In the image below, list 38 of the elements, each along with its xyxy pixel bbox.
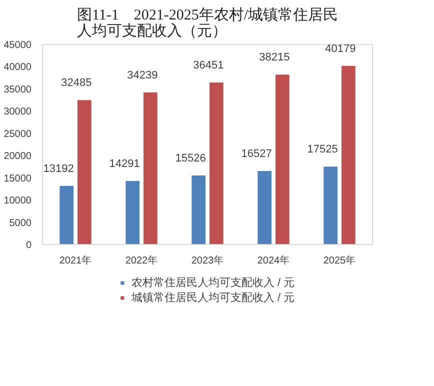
bar [143,92,158,244]
data-label: 13192 [43,162,74,175]
y-tick-label: 0 [26,240,32,251]
legend-label: 农村常住居民人均可支配收入 / 元 [131,276,295,290]
data-label: 15526 [175,152,206,164]
bar [192,175,206,244]
y-tick-label: 40000 [4,62,32,74]
x-tick-label: 2025年 [323,254,356,266]
data-label: 17525 [307,144,338,156]
bar [341,66,356,244]
data-label: 32485 [61,77,92,90]
y-tick-label: 5000 [9,218,32,229]
y-tick-label: 15000 [4,173,32,184]
x-tick-label: 2024年 [257,254,290,266]
chart-title: 图11-1 2021-2025年农村/城镇常住居民人均可支配收入（元） [76,6,338,40]
bar [258,171,272,244]
data-label: 16527 [241,148,272,160]
y-tick-label: 25000 [4,128,32,140]
data-label: 34239 [127,69,158,82]
y-tick-label: 45000 [4,40,32,51]
legend-label: 城镇常住居民人均可支配收入 / 元 [131,291,295,305]
bar [60,186,74,244]
bar [275,74,290,244]
x-tick-label: 2023年 [191,254,224,266]
x-tick-label: 2022年 [125,254,158,266]
x-tick-label: 2021年 [59,254,92,266]
y-tick-label: 10000 [4,196,32,207]
y-tick-label: 35000 [4,84,32,96]
data-label: 14291 [109,158,140,170]
data-label: 40179 [325,42,356,55]
bar [77,100,92,244]
data-label: 36451 [193,59,224,72]
y-tick-label: 30000 [4,106,32,118]
y-tick-label: 20000 [4,151,32,162]
data-label: 38215 [259,52,290,64]
bar [209,82,224,244]
bar [324,166,338,244]
bar [126,180,140,244]
